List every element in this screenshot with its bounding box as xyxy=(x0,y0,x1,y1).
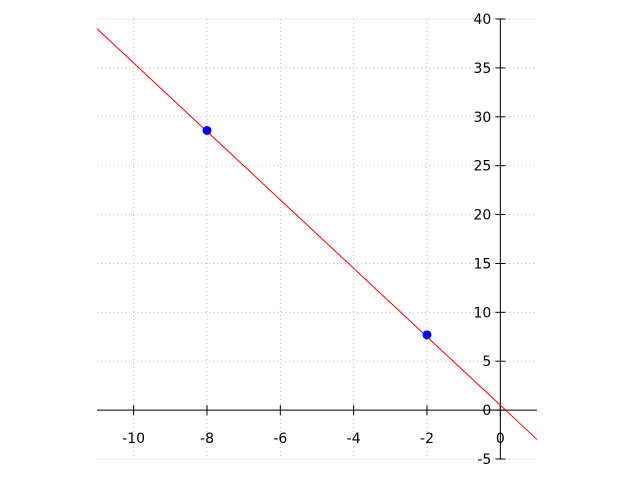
y-tick-label: 5 xyxy=(482,354,491,370)
x-tick-label: -10 xyxy=(122,431,145,447)
y-tick-label: 30 xyxy=(474,110,492,126)
y-tick-label: 20 xyxy=(474,208,492,224)
y-tick-label: -5 xyxy=(477,452,491,468)
x-tick-label: 0 xyxy=(496,431,505,447)
x-tick-label: -8 xyxy=(200,431,214,447)
x-tick-label: -2 xyxy=(420,431,434,447)
y-tick-label: 25 xyxy=(474,159,492,175)
y-tick-label: 40 xyxy=(474,12,492,28)
y-tick-label: 15 xyxy=(474,256,492,272)
y-tick-label: 10 xyxy=(474,305,492,321)
data-point xyxy=(202,125,212,135)
x-tick-label: -4 xyxy=(347,431,361,447)
data-point xyxy=(422,330,432,340)
y-tick-label: 35 xyxy=(474,61,492,77)
x-tick-label: -6 xyxy=(273,431,287,447)
fit-line xyxy=(96,28,538,440)
y-tick-label: 0 xyxy=(482,403,491,419)
